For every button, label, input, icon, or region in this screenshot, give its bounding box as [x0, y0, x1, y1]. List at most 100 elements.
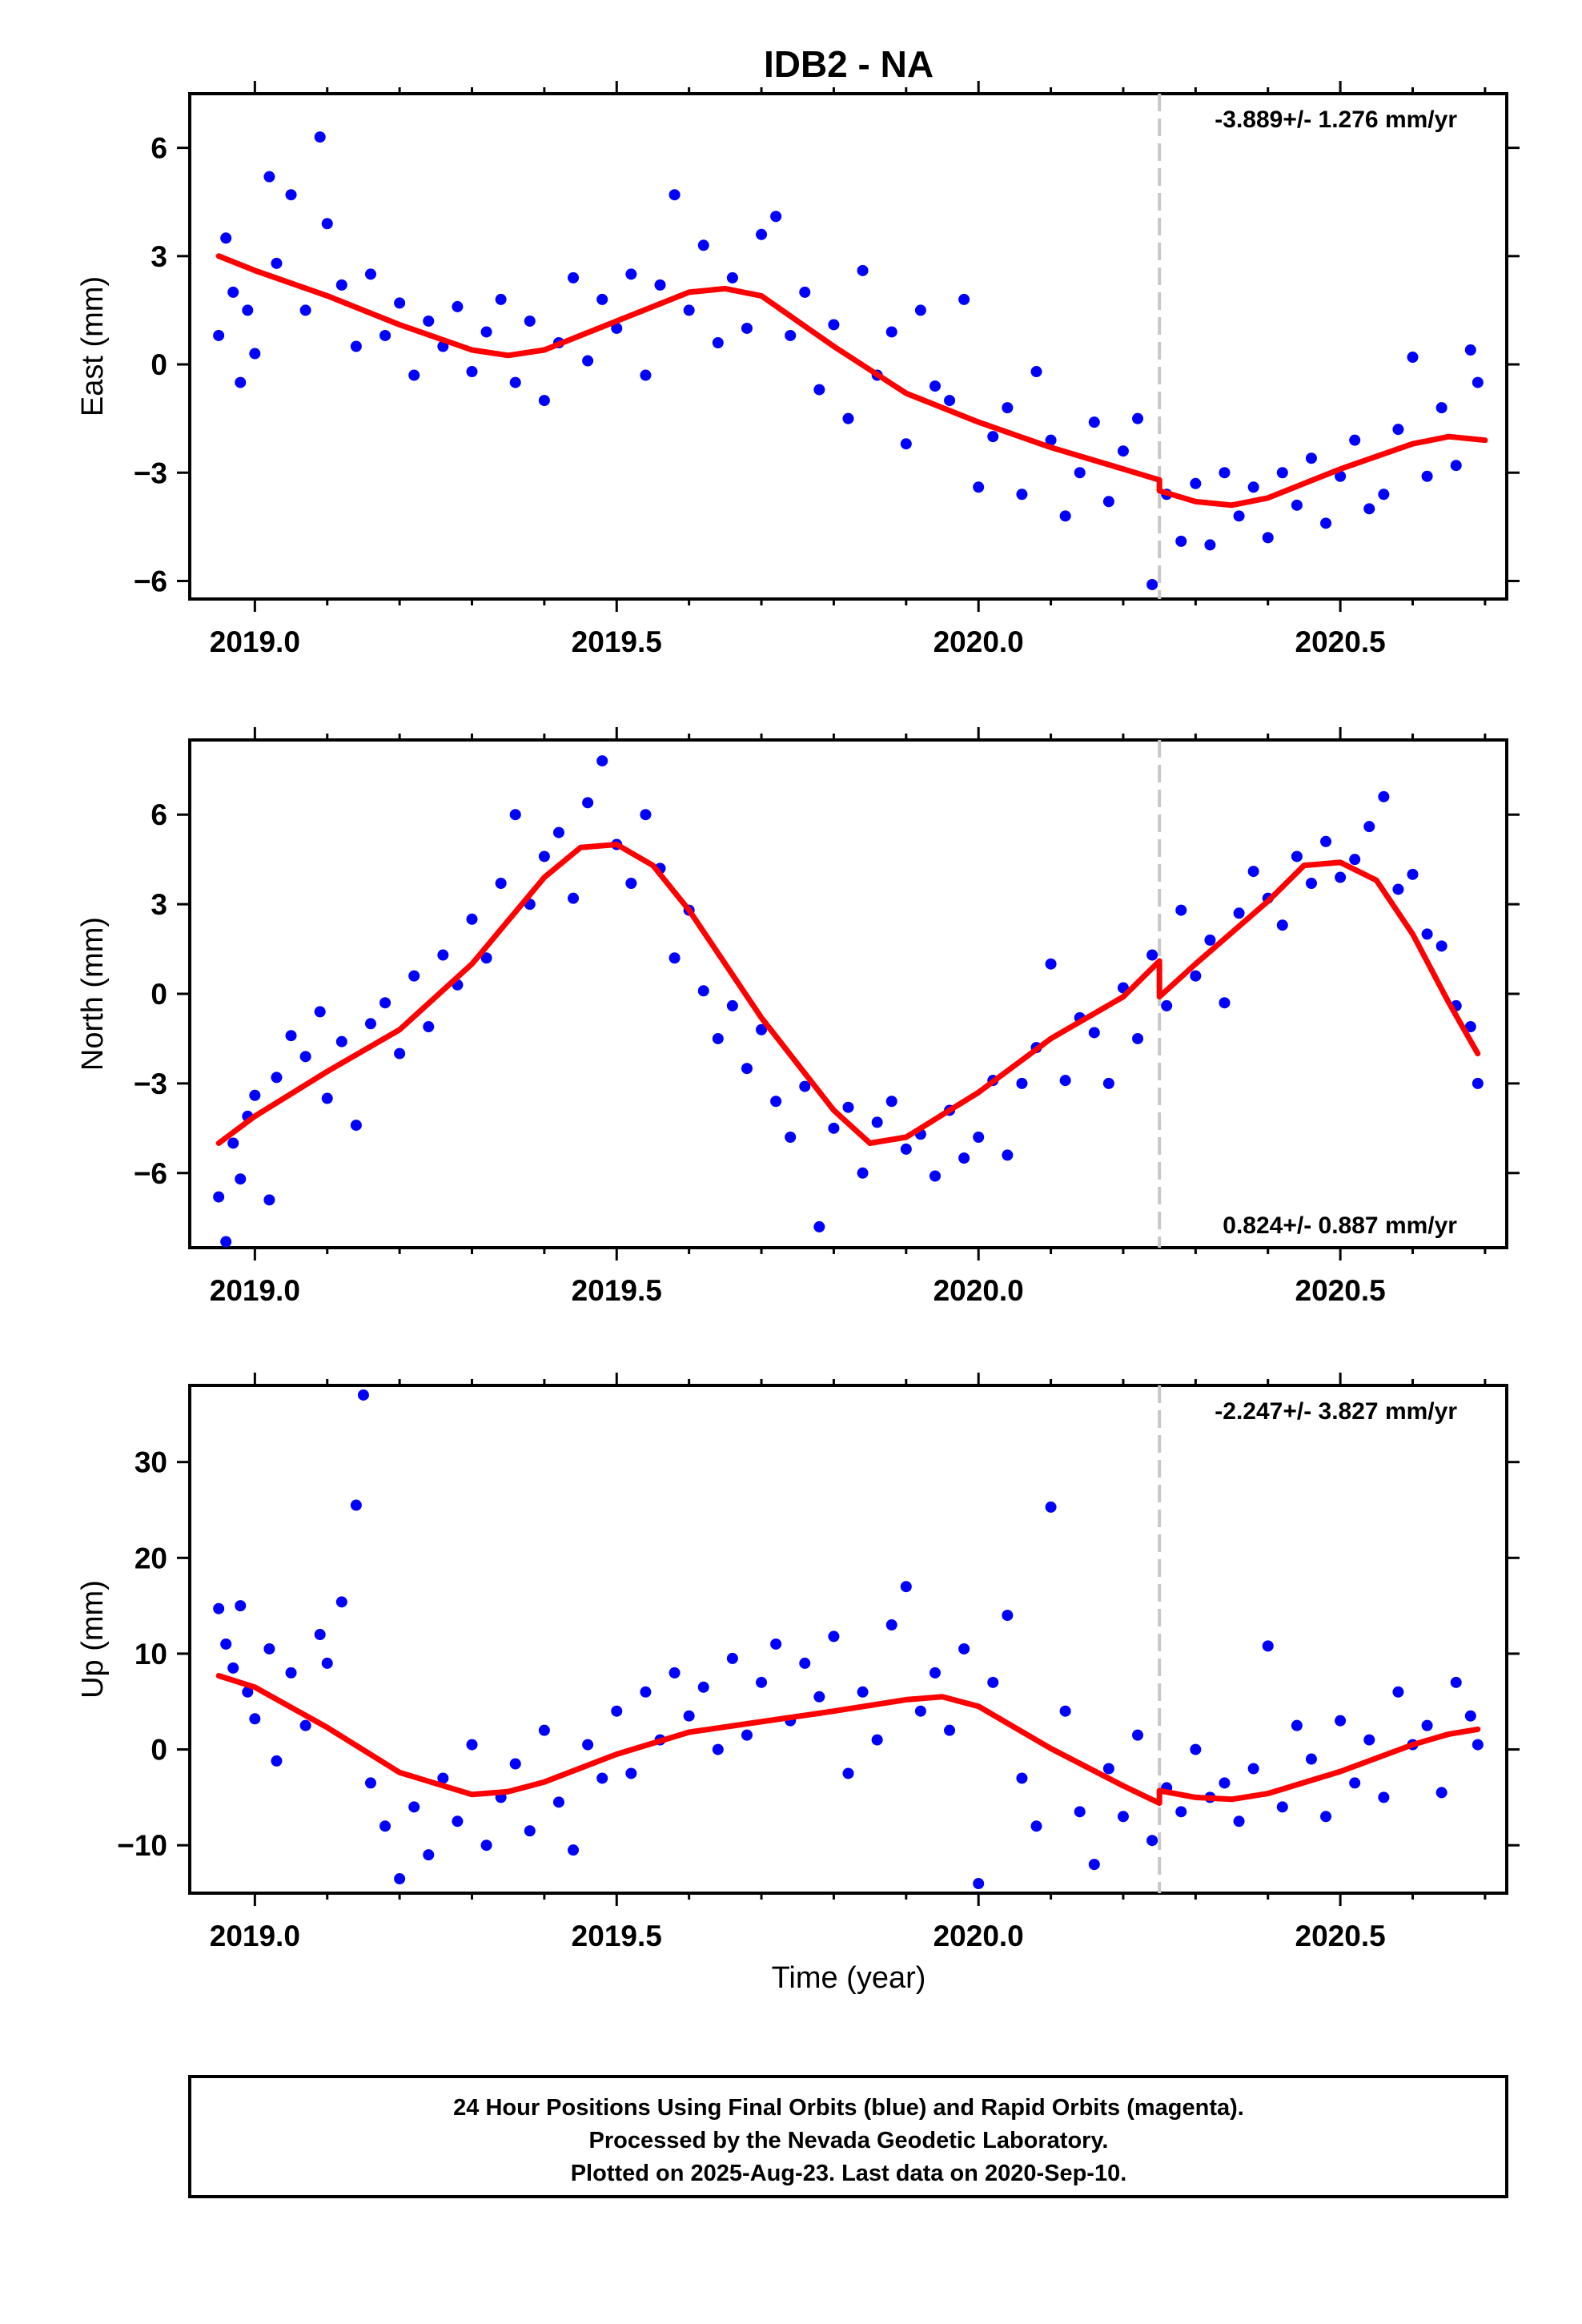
north-data-point: [249, 1089, 261, 1101]
north-plot-area: [213, 740, 1484, 1248]
east-data-point: [1117, 445, 1129, 457]
up-data-point: [509, 1758, 521, 1770]
caption-line-1: 24 Hour Positions Using Final Orbits (bl…: [453, 2095, 1244, 2121]
up-data-point: [552, 1796, 564, 1808]
east-data-point: [466, 366, 478, 378]
up-data-point: [335, 1596, 347, 1608]
up-data-point: [568, 1844, 580, 1856]
north-data-point: [1407, 868, 1419, 880]
up-data-point: [220, 1638, 232, 1650]
north-data-point: [785, 1132, 797, 1144]
north-data-point: [1291, 850, 1303, 862]
north-data-point: [1190, 970, 1202, 982]
east-y-axis-label: East (mm): [76, 276, 110, 416]
up-data-point: [958, 1642, 970, 1655]
east-data-point: [697, 239, 709, 251]
east-data-point: [568, 271, 580, 283]
up-data-point: [944, 1724, 956, 1736]
east-data-point: [1247, 481, 1259, 493]
north-x-tick-label: 2019.5: [572, 1274, 662, 1307]
east-data-point: [1059, 510, 1071, 522]
north-data-point: [958, 1152, 970, 1164]
east-data-point: [1421, 470, 1433, 482]
up-data-point: [1045, 1501, 1057, 1513]
north-y-tick-label: 6: [151, 798, 167, 831]
north-data-point: [350, 1120, 362, 1132]
north-data-point: [1233, 907, 1245, 919]
north-data-point: [314, 1006, 326, 1018]
north-data-point: [929, 1170, 941, 1182]
east-data-point: [712, 336, 724, 348]
north-data-point: [227, 1137, 239, 1149]
up-data-point: [1262, 1640, 1274, 1652]
east-data-point: [582, 355, 594, 367]
north-data-point: [568, 892, 580, 904]
north-data-point: [235, 1173, 247, 1185]
north-data-point: [394, 1047, 406, 1059]
up-data-point: [1059, 1705, 1071, 1717]
north-data-point: [509, 809, 521, 821]
up-data-point: [1392, 1686, 1404, 1698]
east-data-point: [596, 293, 608, 305]
east-y-tick-label: 0: [151, 348, 167, 381]
north-data-point: [900, 1143, 912, 1155]
up-data-point: [842, 1767, 854, 1779]
east-data-point: [538, 395, 550, 407]
east-data-point: [285, 189, 297, 201]
north-fit-line: [215, 842, 1481, 1146]
east-data-point: [857, 264, 869, 276]
east-data-point: [1088, 416, 1100, 428]
up-data-point: [973, 1878, 985, 1890]
east-data-point: [1320, 517, 1332, 529]
up-data-point: [249, 1713, 261, 1725]
north-data-point: [813, 1220, 825, 1232]
up-plot-area: [213, 1385, 1484, 1893]
caption-box: 24 Hour Positions Using Final Orbits (bl…: [188, 2075, 1508, 2198]
north-data-point: [495, 878, 507, 890]
north-x-tick-label: 2020.0: [934, 1274, 1024, 1307]
up-data-point: [524, 1825, 536, 1837]
east-data-point: [929, 380, 941, 392]
east-data-point: [842, 412, 854, 424]
east-data-point: [379, 329, 391, 341]
east-data-point: [1335, 470, 1347, 482]
caption-line-2: Processed by the Nevada Geodetic Laborat…: [589, 2128, 1109, 2153]
north-data-point: [263, 1194, 275, 1206]
east-data-point: [1146, 578, 1158, 590]
up-data-point: [321, 1657, 333, 1669]
east-panel: 2019.0 2019.5 2020.0 2020.5 6 3 0 −3 −6 East (mm)…: [76, 81, 1520, 658]
east-data-point: [1262, 532, 1274, 544]
up-data-point: [423, 1849, 435, 1861]
north-y-tick-label: −6: [134, 1157, 167, 1190]
north-data-point: [799, 1080, 811, 1092]
east-x-tick-label: 2020.5: [1295, 625, 1386, 658]
north-data-point: [423, 1021, 435, 1033]
up-y-tick-label: −10: [117, 1829, 167, 1862]
north-data-point: [871, 1116, 883, 1128]
north-data-point: [285, 1030, 297, 1042]
north-data-point: [842, 1101, 854, 1113]
up-data-point: [741, 1729, 753, 1741]
east-data-point: [944, 395, 956, 407]
up-data-point: [1132, 1729, 1144, 1741]
up-data-point: [1117, 1811, 1129, 1823]
east-data-point: [242, 304, 254, 316]
east-data-point: [227, 286, 239, 298]
up-data-point: [1247, 1763, 1259, 1775]
north-y-tick-label: 3: [151, 888, 167, 921]
north-data-point: [712, 1032, 724, 1044]
north-data-point: [1175, 904, 1187, 916]
east-data-point: [1030, 366, 1042, 378]
north-data-point: [213, 1191, 225, 1203]
east-y-tick-label: −6: [134, 565, 167, 597]
up-data-point: [697, 1681, 709, 1693]
up-fit-line: [215, 1673, 1481, 1807]
north-data-point: [625, 878, 637, 890]
up-data-point: [900, 1581, 912, 1593]
up-data-point: [857, 1686, 869, 1698]
up-data-point: [799, 1657, 811, 1669]
up-data-point: [1088, 1859, 1100, 1871]
north-data-point: [857, 1167, 869, 1179]
east-data-point: [271, 257, 283, 269]
